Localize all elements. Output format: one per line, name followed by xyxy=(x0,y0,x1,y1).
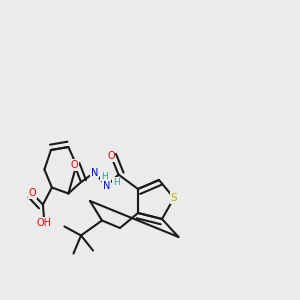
Text: O: O xyxy=(70,160,78,170)
Text: H: H xyxy=(101,172,108,181)
Text: O: O xyxy=(28,188,36,199)
Text: S: S xyxy=(171,193,177,203)
Text: N: N xyxy=(91,167,98,178)
Text: OH: OH xyxy=(37,218,52,228)
Text: O: O xyxy=(107,151,115,161)
Text: H: H xyxy=(113,178,120,187)
Text: N: N xyxy=(103,181,110,191)
